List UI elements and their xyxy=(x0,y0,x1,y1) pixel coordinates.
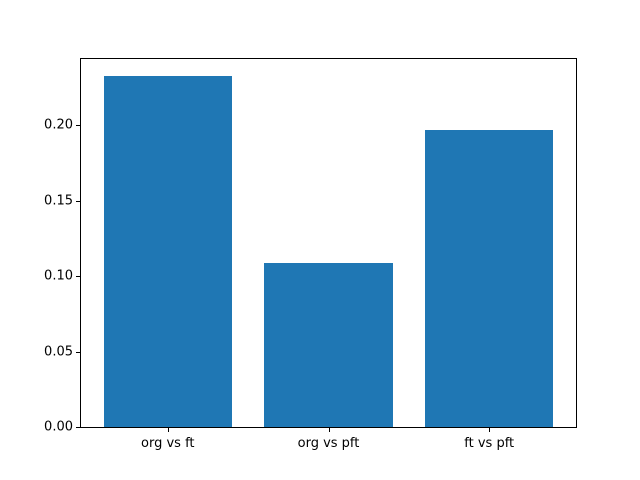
x-axis: org vs ft org vs pft ft vs pft xyxy=(80,428,577,468)
bar xyxy=(424,129,554,427)
x-tick-mark xyxy=(167,428,169,432)
y-tick-mark xyxy=(76,276,80,278)
y-tick-label: 0.20 xyxy=(44,117,73,133)
y-tick-label: 0.05 xyxy=(44,344,73,360)
x-tick-label: ft vs pft xyxy=(464,436,515,451)
y-tick-mark xyxy=(76,351,80,353)
y-tick-label: 0.00 xyxy=(44,419,73,435)
bar xyxy=(103,75,233,427)
y-tick-mark xyxy=(76,427,80,428)
y-tick-mark xyxy=(76,125,80,127)
x-tick-mark xyxy=(489,428,491,432)
y-tick-label: 0.15 xyxy=(44,193,73,209)
bar xyxy=(264,262,393,427)
y-tick-label: 0.10 xyxy=(44,268,73,284)
x-tick-label: org vs pft xyxy=(297,436,360,451)
plot-area xyxy=(76,58,577,432)
y-axis: 0.00 0.05 0.10 0.15 0.20 xyxy=(0,58,80,434)
x-tick-mark xyxy=(328,428,330,432)
y-tick-mark xyxy=(76,200,80,202)
x-tick-label: org vs ft xyxy=(141,436,195,451)
